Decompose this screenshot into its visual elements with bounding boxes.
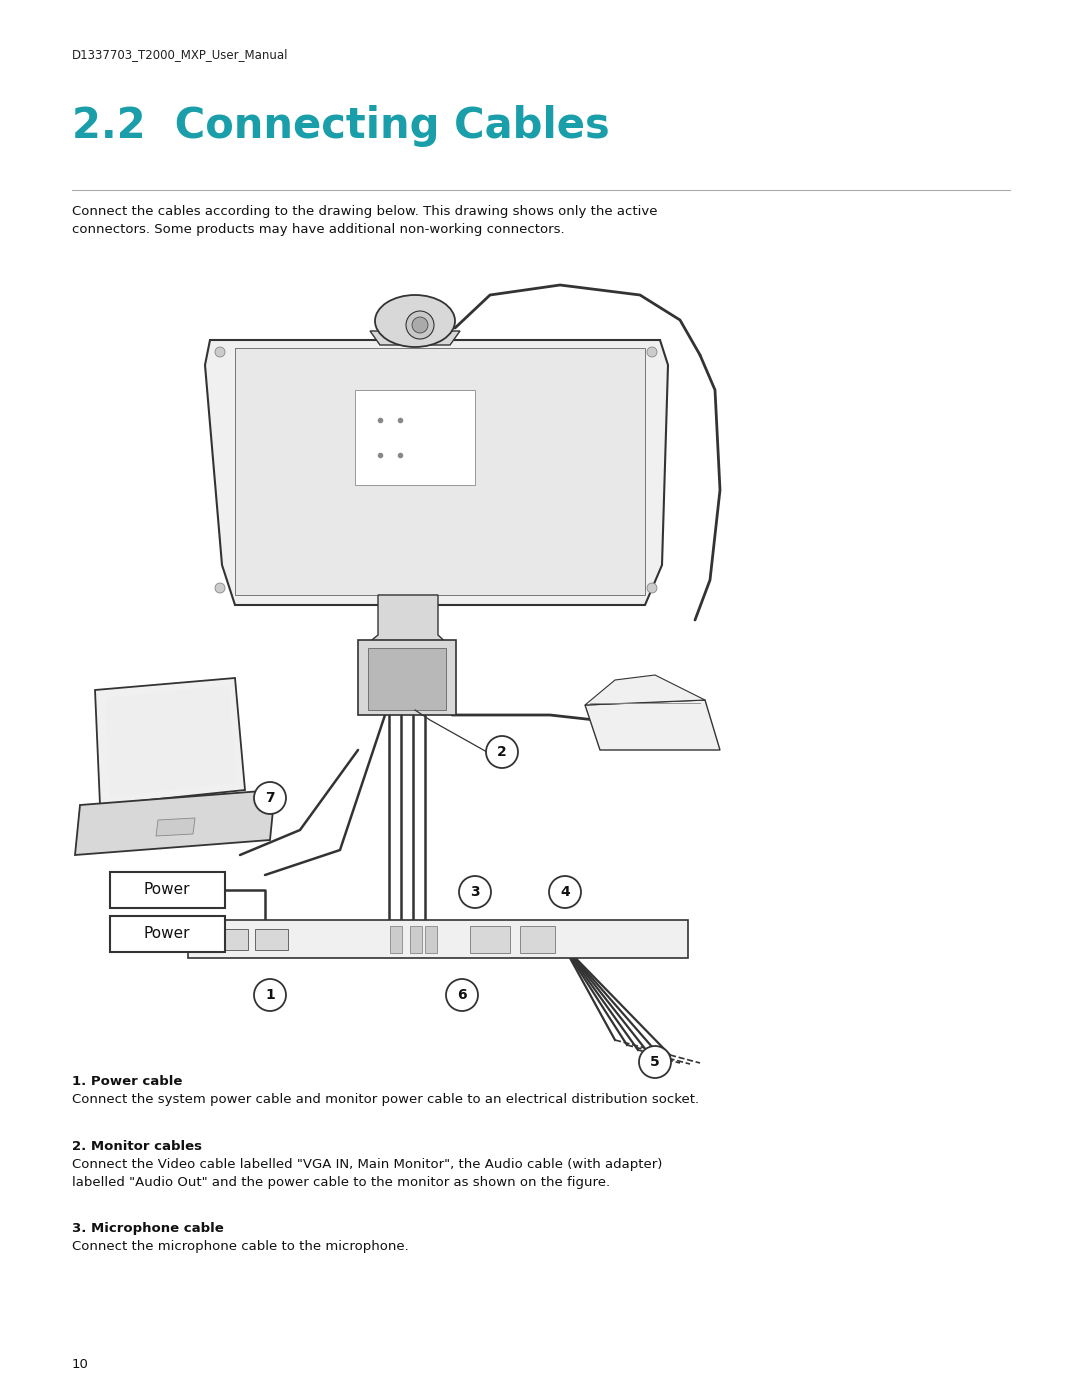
Polygon shape: [357, 640, 456, 715]
Polygon shape: [519, 926, 555, 953]
Text: Connect the system power cable and monitor power cable to an electrical distribu: Connect the system power cable and monit…: [72, 1092, 699, 1106]
FancyBboxPatch shape: [110, 916, 225, 951]
Polygon shape: [355, 390, 475, 485]
Polygon shape: [235, 348, 645, 595]
Text: D1337703_T2000_MXP_User_Manual: D1337703_T2000_MXP_User_Manual: [72, 47, 288, 61]
Polygon shape: [95, 678, 245, 805]
Polygon shape: [208, 929, 248, 950]
Polygon shape: [426, 926, 437, 953]
Text: Connect the microphone cable to the microphone.: Connect the microphone cable to the micr…: [72, 1241, 408, 1253]
Circle shape: [486, 736, 518, 768]
Polygon shape: [410, 926, 422, 953]
Circle shape: [406, 312, 434, 339]
Text: 1. Power cable: 1. Power cable: [72, 1076, 183, 1088]
Polygon shape: [368, 648, 446, 710]
Text: 4: 4: [561, 886, 570, 900]
Polygon shape: [205, 339, 669, 605]
Polygon shape: [255, 929, 288, 950]
Text: 2.2  Connecting Cables: 2.2 Connecting Cables: [72, 105, 610, 147]
Circle shape: [254, 979, 286, 1011]
Polygon shape: [370, 331, 460, 345]
Circle shape: [647, 583, 657, 592]
Circle shape: [215, 583, 225, 592]
Ellipse shape: [375, 295, 455, 346]
Text: 10: 10: [72, 1358, 89, 1370]
Circle shape: [549, 876, 581, 908]
Text: Power: Power: [144, 926, 190, 942]
Polygon shape: [585, 675, 705, 705]
Circle shape: [647, 346, 657, 358]
Polygon shape: [470, 926, 510, 953]
Text: 1: 1: [265, 988, 275, 1002]
Circle shape: [446, 979, 478, 1011]
Polygon shape: [106, 686, 237, 798]
Polygon shape: [585, 700, 720, 750]
Text: 3: 3: [470, 886, 480, 900]
Polygon shape: [390, 926, 402, 953]
Text: 2: 2: [497, 745, 507, 759]
Polygon shape: [156, 819, 195, 835]
Text: 5: 5: [650, 1055, 660, 1069]
Circle shape: [215, 346, 225, 358]
Text: 2. Monitor cables: 2. Monitor cables: [72, 1140, 202, 1153]
Text: 7: 7: [266, 791, 274, 805]
Text: Connect the Video cable labelled "VGA IN, Main Monitor", the Audio cable (with a: Connect the Video cable labelled "VGA IN…: [72, 1158, 662, 1189]
Circle shape: [639, 1046, 671, 1078]
Polygon shape: [362, 595, 453, 685]
Text: Connect the cables according to the drawing below. This drawing shows only the a: Connect the cables according to the draw…: [72, 205, 658, 236]
Circle shape: [459, 876, 491, 908]
Circle shape: [254, 782, 286, 814]
Text: 3. Microphone cable: 3. Microphone cable: [72, 1222, 224, 1235]
FancyBboxPatch shape: [110, 872, 225, 908]
Polygon shape: [188, 921, 688, 958]
Text: 6: 6: [457, 988, 467, 1002]
Polygon shape: [75, 789, 275, 855]
Circle shape: [411, 317, 428, 332]
Text: Power: Power: [144, 883, 190, 897]
